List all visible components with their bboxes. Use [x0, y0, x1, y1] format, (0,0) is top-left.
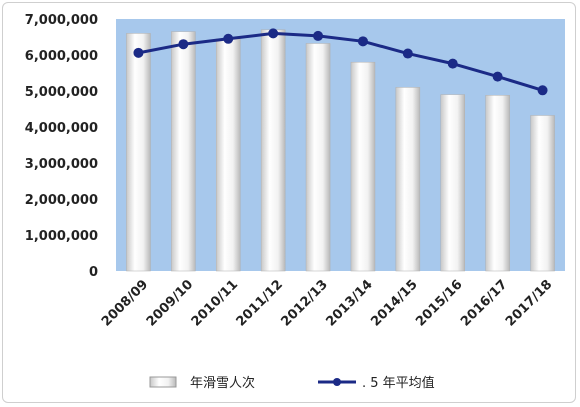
average-point-2008-09 [133, 47, 144, 58]
bar-2013-14 [350, 61, 376, 272]
x-tick-label: 2009/10 [144, 277, 196, 329]
x-axis: 2008/092009/102010/112011/122012/132013/… [99, 277, 555, 329]
line-series [133, 28, 548, 96]
bar-2010-11 [216, 38, 241, 272]
x-tick-label: 2011/12 [234, 277, 286, 329]
y-tick-label: 2,000,000 [25, 193, 98, 208]
y-tick-label: 3,000,000 [25, 157, 98, 172]
bar-2016-17 [485, 95, 510, 272]
x-tick-label: 2014/15 [368, 277, 420, 329]
bar-2011-12 [260, 29, 286, 272]
bar-2014-15 [395, 87, 421, 272]
legend: 年滑雪人次 . 5 年平均值 [149, 375, 435, 391]
bar-2008-09 [126, 33, 151, 272]
bar-2009-10 [171, 31, 196, 272]
average-line [138, 31, 543, 92]
x-tick-label: 2017/18 [503, 277, 555, 329]
average-point-2012-13 [313, 30, 324, 41]
legend-bar-swatch [149, 376, 177, 388]
legend-line-marker [333, 378, 341, 386]
y-tick-label: 1,000,000 [25, 229, 98, 244]
x-tick-label: 2013/14 [323, 277, 375, 329]
average-point-2015-16 [447, 58, 458, 69]
legend-bar-label: 年滑雪人次 [190, 375, 255, 391]
y-tick-label: 4,000,000 [25, 121, 98, 136]
x-tick-label: 2016/17 [458, 277, 510, 329]
y-axis: 0 1,000,000 2,000,000 3,000,000 4,000,000 5,0… [25, 13, 98, 280]
bar-2012-13 [305, 43, 331, 272]
average-point-2014-15 [402, 48, 413, 59]
average-point-2010-11 [223, 33, 234, 44]
x-tick-label: 2012/13 [279, 277, 331, 329]
bar-series [126, 29, 555, 272]
x-tick-label: 2015/16 [413, 277, 465, 329]
average-point-2017-18 [537, 85, 548, 96]
y-tick-label: 6,000,000 [25, 49, 98, 64]
legend-line-label: . 5 年平均值 [362, 375, 435, 391]
average-point-2013-14 [357, 36, 368, 47]
y-tick-label: 0 [89, 265, 98, 280]
x-tick-label: 2010/11 [189, 277, 241, 329]
y-tick-label: 7,000,000 [25, 13, 98, 28]
bar-2017-18 [530, 115, 555, 272]
average-point-2009-10 [178, 39, 189, 50]
bar-2015-16 [440, 94, 465, 272]
y-tick-label: 5,000,000 [25, 85, 98, 100]
x-tick-label: 2008/09 [99, 277, 151, 329]
average-point-2016-17 [492, 71, 503, 82]
average-point-2011-12 [268, 28, 279, 39]
